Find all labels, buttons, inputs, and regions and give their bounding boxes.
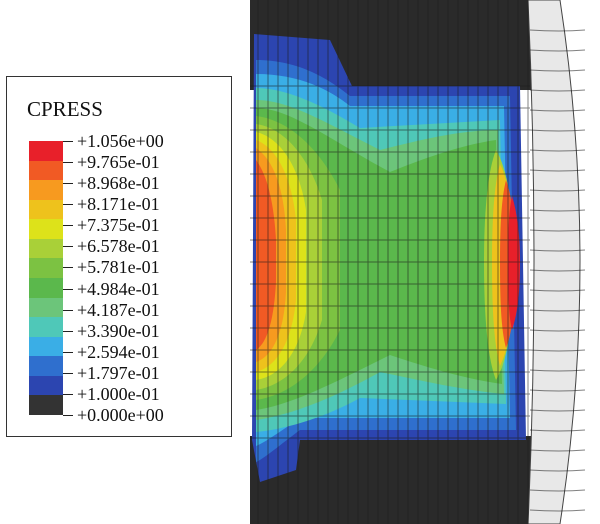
rim-mesh-line <box>529 389 586 392</box>
legend-tick-label: +1.000e-01 <box>77 383 160 404</box>
legend-tick-label: +4.187e-01 <box>77 299 160 320</box>
rim-mesh-line <box>529 169 586 172</box>
rim-mesh-line <box>529 329 586 332</box>
legend-swatch <box>29 180 63 201</box>
legend-tick-label: +6.578e-01 <box>77 236 160 257</box>
rim-mesh-line <box>529 469 586 472</box>
legend-tick-label: +3.390e-01 <box>77 320 160 341</box>
legend-tick-label: +0.000e+00 <box>77 405 164 425</box>
legend-tick-label: +5.781e-01 <box>77 257 160 278</box>
rim-mesh-line <box>529 189 586 192</box>
rim-mesh-line <box>529 449 586 452</box>
legend-tick <box>63 141 73 142</box>
rim-mesh-line <box>529 349 586 352</box>
legend-tick-label: +1.056e+00 <box>77 131 164 151</box>
legend-tick <box>63 267 73 269</box>
legend-swatch <box>29 278 63 299</box>
legend-swatch <box>29 356 63 377</box>
rim-mesh-line <box>529 109 586 112</box>
legend-swatches <box>29 141 63 416</box>
rim-mesh-line <box>529 89 586 92</box>
legend-tick-label: +8.171e-01 <box>77 194 160 215</box>
rim-mesh-line <box>529 49 586 52</box>
rim-mesh-line <box>529 129 586 132</box>
legend-tick-label: +1.797e-01 <box>77 362 160 383</box>
legend-tick <box>63 288 73 290</box>
legend-tick <box>63 183 73 185</box>
rim-mesh-line <box>529 269 586 272</box>
legend-swatch <box>29 258 63 279</box>
legend-tick <box>63 162 73 164</box>
legend-swatch <box>29 395 63 416</box>
legend-tick <box>63 351 73 353</box>
legend-swatch <box>29 238 63 259</box>
legend: CPRESS +1.056e+00 +9.765e-01 +8.968e-01 +8.… <box>6 76 232 437</box>
rim-mesh-line <box>529 29 586 32</box>
legend-tick <box>63 309 73 311</box>
rim-mesh-line <box>529 289 586 292</box>
legend-tick-label: +8.968e-01 <box>77 173 160 194</box>
legend-swatch <box>29 317 63 338</box>
rim-mesh-line <box>529 309 586 312</box>
legend-swatch <box>29 219 63 240</box>
rim-mesh-line <box>529 369 586 372</box>
legend-swatch <box>29 141 63 162</box>
rim-mesh-line <box>529 249 586 252</box>
right-rim <box>527 0 581 524</box>
mesh-grid <box>250 0 586 524</box>
rim-mesh-line <box>529 489 586 492</box>
legend-tick <box>63 225 73 227</box>
legend-swatch <box>29 375 63 396</box>
legend-swatch <box>29 160 63 181</box>
legend-tick-label: +2.594e-01 <box>77 341 160 362</box>
legend-tick-label: +9.765e-01 <box>77 152 160 173</box>
rim-mesh-line <box>529 509 586 512</box>
rim-mesh-line <box>529 409 586 412</box>
legend-title: CPRESS <box>27 97 103 121</box>
legend-tick <box>63 415 73 416</box>
legend-tick <box>63 204 73 206</box>
legend-swatch <box>29 199 63 220</box>
legend-tick <box>63 372 73 374</box>
rim-mesh-line <box>529 229 586 232</box>
legend-swatch <box>29 297 63 318</box>
rim-mesh-line <box>529 209 586 212</box>
legend-tick <box>63 246 73 248</box>
rim-mesh-line <box>529 69 586 72</box>
rim-mesh-line <box>529 429 586 432</box>
legend-tick-label: +4.984e-01 <box>77 278 160 299</box>
legend-tick <box>63 393 73 395</box>
legend-tick <box>63 330 73 332</box>
rim-mesh-line <box>529 149 586 152</box>
legend-swatch <box>29 336 63 357</box>
legend-tick-label: +7.375e-01 <box>77 215 160 236</box>
